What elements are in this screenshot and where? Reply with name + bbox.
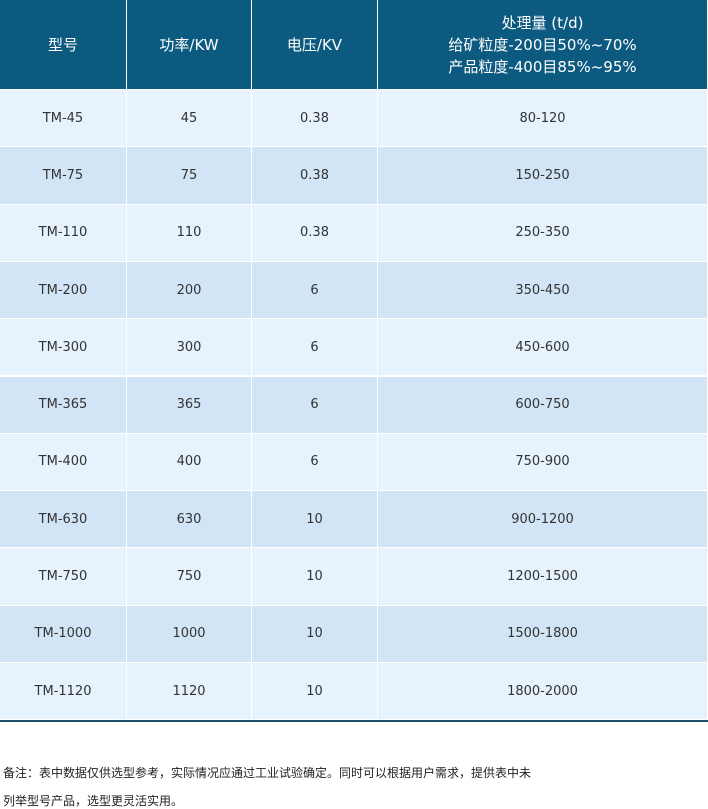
header-text: 处理量 (t/d) <box>501 13 584 32</box>
header-cell: 电压/KV <box>252 0 378 90</box>
table-cell: 10 <box>252 605 378 663</box>
note-line: 备注：表中数据仅供选型参考，实际情况应通过工业试验确定。同时可以根据用户需求，提… <box>3 766 532 780</box>
table-cell: 10 <box>252 663 378 721</box>
table-cell: 750 <box>127 548 252 606</box>
table-cell: 365 <box>127 376 252 434</box>
table-cell: 450-600 <box>378 319 708 377</box>
table-cell: 110 <box>127 204 252 262</box>
table-cell: 0.38 <box>252 90 378 148</box>
header-cell: 型号 <box>0 0 127 90</box>
table-cell: TM-300 <box>0 319 127 377</box>
table-cell: TM-750 <box>0 548 127 606</box>
table-cell: 80-120 <box>378 90 708 148</box>
table-cell: 6 <box>252 376 378 434</box>
table-cell: 6 <box>252 319 378 377</box>
table-cell: 0.38 <box>252 204 378 262</box>
header-cell: 功率/KW <box>127 0 252 90</box>
table-cell: TM-110 <box>0 204 127 262</box>
table-cell: TM-400 <box>0 433 127 492</box>
table-cell: 750-900 <box>378 433 708 492</box>
table-cell: TM-75 <box>0 147 127 205</box>
table-bottom-rule <box>0 720 708 722</box>
table-cell: 600-750 <box>378 376 708 434</box>
table-cell: 250-350 <box>378 204 708 262</box>
table-cell: 6 <box>252 261 378 320</box>
note-line: 列举型号产品，选型更灵活实用。 <box>3 794 184 808</box>
table-cell: 10 <box>252 491 378 549</box>
table-cell: 45 <box>127 90 252 148</box>
table-cell: 1200-1500 <box>378 548 708 606</box>
table-cell: 1000 <box>127 605 252 663</box>
table-cell: 1500-1800 <box>378 605 708 663</box>
table-cell: TM-45 <box>0 90 127 148</box>
table-cell: 150-250 <box>378 147 708 205</box>
table-cell: 350-450 <box>378 261 708 320</box>
table-cell: 75 <box>127 147 252 205</box>
table-cell: TM-200 <box>0 261 127 320</box>
table-cell: TM-1000 <box>0 605 127 663</box>
table-cell: TM-630 <box>0 491 127 549</box>
table-cell: 400 <box>127 433 252 492</box>
table-cell: 300 <box>127 319 252 377</box>
table-cell: 1120 <box>127 663 252 721</box>
table-cell: 630 <box>127 491 252 549</box>
table-cell: 1800-2000 <box>378 663 708 721</box>
table-cell: 10 <box>252 548 378 606</box>
header-text: 给矿粒度-200目50%~70% <box>448 35 637 54</box>
table-cell: TM-365 <box>0 376 127 434</box>
table-cell: 900-1200 <box>378 491 708 549</box>
table-cell: 0.38 <box>252 147 378 205</box>
table-cell: 6 <box>252 433 378 492</box>
header-cell: 处理量 (t/d) 给矿粒度-200目50%~70% 产品粒度-400目85%~95… <box>378 0 708 90</box>
table-cell: 200 <box>127 261 252 320</box>
table-cell: TM-1120 <box>0 663 127 721</box>
header-text: 产品粒度-400目85%~95% <box>448 57 637 76</box>
